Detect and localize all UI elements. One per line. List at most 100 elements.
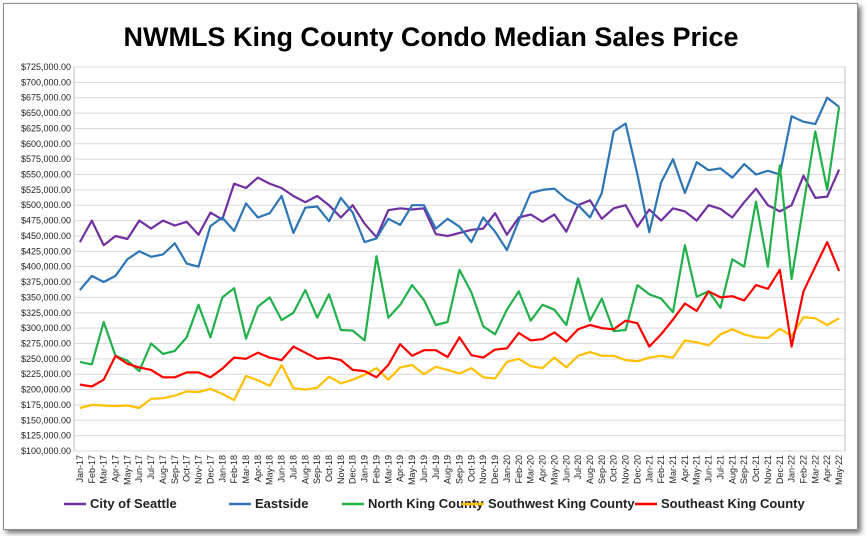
x-tick-label: Aug-19 <box>443 455 453 484</box>
x-tick-label: Mar-21 <box>668 455 678 484</box>
legend-label: Southwest King County <box>488 496 635 511</box>
x-tick-label: Jul-18 <box>288 455 298 480</box>
x-tick-label: Feb-17 <box>87 455 97 484</box>
x-tick-label: Jan-19 <box>360 455 370 483</box>
x-tick-label: Jul-20 <box>573 455 583 480</box>
legend: City of Seattle Eastside North King County… <box>64 496 805 511</box>
x-tick-label: Oct-18 <box>324 455 334 482</box>
x-tick-label: Apr-18 <box>253 455 263 482</box>
x-tick-label: Jul-17 <box>146 455 156 480</box>
y-tick-label: $725,000.00 <box>21 62 71 72</box>
y-tick-label: $700,000.00 <box>21 77 71 87</box>
x-tick-label: Feb-22 <box>798 455 808 484</box>
x-tick-label: Oct-21 <box>751 455 761 482</box>
y-tick-label: $100,000.00 <box>21 446 71 456</box>
legend-label: City of Seattle <box>90 496 177 511</box>
y-axis-tick-labels: $100,000.00 $125,000.00 $150,000.00 $175,00… <box>21 62 71 456</box>
y-tick-label: $175,000.00 <box>21 400 71 410</box>
legend-item-city-of-seattle: City of Seattle <box>64 496 177 511</box>
y-tick-label: $150,000.00 <box>21 415 71 425</box>
legend-label: Southeast King County <box>661 496 805 511</box>
x-tick-label: Nov-20 <box>621 455 631 484</box>
series-line-city-of-seattle <box>78 169 841 247</box>
x-tick-label: Jun-20 <box>561 455 571 483</box>
gridlines <box>73 66 846 452</box>
line-chart: NWMLS King County Condo Median Sales Pri… <box>21 22 846 511</box>
x-tick-label: Mar-19 <box>383 455 393 484</box>
legend-item-eastside: Eastside <box>229 496 308 511</box>
x-tick-label: Sep-18 <box>312 455 322 484</box>
chart-title: NWMLS King County Condo Median Sales Pri… <box>123 22 738 52</box>
series-line-eastside <box>79 96 840 291</box>
y-tick-label: $275,000.00 <box>21 338 71 348</box>
x-tick-label: Apr-17 <box>111 455 121 482</box>
y-tick-label: $500,000.00 <box>21 200 71 210</box>
y-tick-label: $350,000.00 <box>21 292 71 302</box>
y-tick-label: $550,000.00 <box>21 170 71 180</box>
x-tick-label: Jul-21 <box>715 455 725 480</box>
y-tick-label: $450,000.00 <box>21 231 71 241</box>
x-tick-label: Jan-20 <box>502 455 512 483</box>
x-tick-label: Feb-20 <box>514 455 524 484</box>
x-tick-label: Sep-17 <box>170 455 180 484</box>
y-tick-label: $250,000.00 <box>21 354 71 364</box>
x-axis-tick-labels: Jan-17 Feb-17 Mar-17 Apr-17 May-17 Jun-17 Jul-… <box>75 455 844 485</box>
x-tick-label: Aug-20 <box>585 455 595 484</box>
series-line-southwest-king-county <box>79 316 840 410</box>
x-tick-label: Jun-17 <box>134 455 144 483</box>
y-tick-label: $300,000.00 <box>21 323 71 333</box>
legend-label: North King County <box>368 496 484 511</box>
x-tick-label: Nov-18 <box>336 455 346 484</box>
y-tick-label: $225,000.00 <box>21 369 71 379</box>
y-tick-label: $200,000.00 <box>21 385 71 395</box>
y-tick-label: $325,000.00 <box>21 308 71 318</box>
y-tick-label: $600,000.00 <box>21 139 71 149</box>
x-tick-label: Apr-20 <box>538 455 548 482</box>
y-tick-label: $575,000.00 <box>21 154 71 164</box>
x-tick-label: May-20 <box>549 455 559 485</box>
x-tick-label: Apr-21 <box>680 455 690 482</box>
y-tick-label: $400,000.00 <box>21 262 71 272</box>
x-tick-label: May-17 <box>122 455 132 485</box>
x-tick-label: Jun-19 <box>419 455 429 483</box>
x-tick-label: Jan-17 <box>75 455 85 483</box>
y-tick-label: $125,000.00 <box>21 431 71 441</box>
x-tick-label: Aug-17 <box>158 455 168 484</box>
x-tick-label: Mar-17 <box>99 455 109 484</box>
x-tick-label: May-21 <box>692 455 702 485</box>
x-tick-label: Jun-18 <box>277 455 287 483</box>
y-tick-label: $425,000.00 <box>21 246 71 256</box>
x-tick-label: Mar-18 <box>241 455 251 484</box>
x-tick-label: Jan-22 <box>787 455 797 483</box>
chart-frame: NWMLS King County Condo Median Sales Pri… <box>3 3 858 530</box>
x-tick-label: Apr-22 <box>822 455 832 482</box>
x-tick-label: Dec-19 <box>490 455 500 484</box>
x-tick-label: Feb-18 <box>229 455 239 484</box>
x-tick-label: Dec-17 <box>205 455 215 484</box>
y-tick-label: $525,000.00 <box>21 185 71 195</box>
x-tick-label: Nov-17 <box>194 455 204 484</box>
x-tick-label: Jan-18 <box>217 455 227 483</box>
x-tick-label: Dec-18 <box>348 455 358 484</box>
x-tick-label: May-18 <box>265 455 275 485</box>
x-tick-label: Sep-20 <box>597 455 607 484</box>
x-tick-label: Nov-21 <box>763 455 773 484</box>
x-tick-label: May-19 <box>407 455 417 485</box>
x-tick-label: Aug-18 <box>300 455 310 484</box>
series-line-southeast-king-county <box>79 241 841 388</box>
x-tick-label: Oct-20 <box>609 455 619 482</box>
x-tick-label: Sep-21 <box>739 455 749 484</box>
x-tick-label: Feb-19 <box>371 455 381 484</box>
x-tick-label: Oct-19 <box>466 455 476 482</box>
legend-item-north-king-county: North King County <box>342 496 484 511</box>
series-line-north-king-county <box>79 106 841 373</box>
x-tick-label: Dec-20 <box>632 455 642 484</box>
legend-item-southwest-king-county: Southwest King County <box>462 496 635 511</box>
x-tick-label: Oct-17 <box>182 455 192 482</box>
x-tick-label: Dec-21 <box>775 455 785 484</box>
x-tick-label: Feb-21 <box>656 455 666 484</box>
x-tick-label: Sep-19 <box>455 455 465 484</box>
x-tick-label: Mar-20 <box>526 455 536 484</box>
legend-label: Eastside <box>255 496 308 511</box>
x-tick-label: May-22 <box>834 455 844 485</box>
